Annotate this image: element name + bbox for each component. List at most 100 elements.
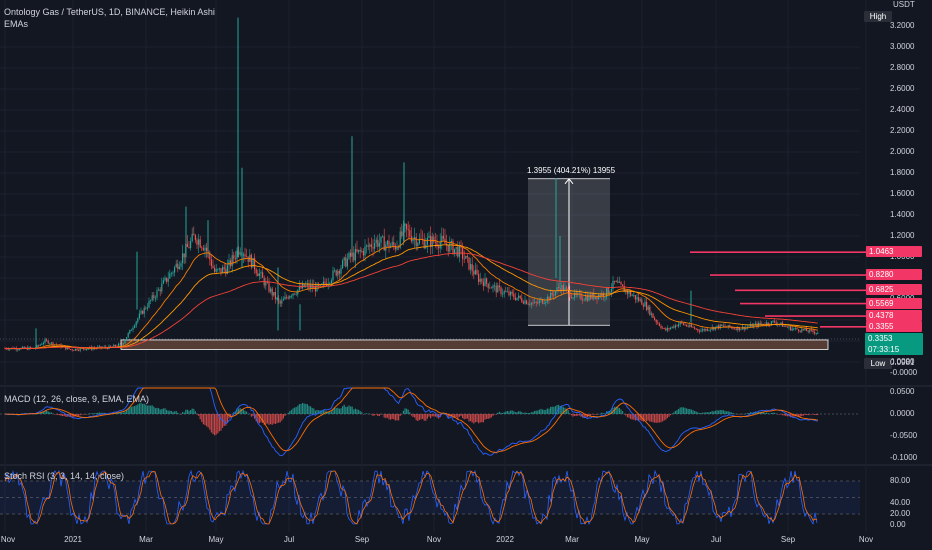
macd-hist (361, 412, 363, 414)
candle-body (431, 236, 433, 248)
candle-body (290, 295, 292, 297)
macd-hist (415, 414, 417, 421)
macd-hist (87, 413, 89, 415)
candle-body (142, 310, 144, 314)
support-zone (0, 338, 860, 350)
candle-body (458, 245, 460, 257)
macd-hist (98, 412, 100, 414)
high-badge: High (864, 11, 892, 22)
macd-hist (689, 408, 691, 414)
candle-body (404, 224, 406, 226)
macd-hist (150, 405, 152, 414)
macd-hist (250, 414, 252, 417)
macd-hist (190, 410, 192, 414)
candle-body (66, 347, 68, 350)
price-tick: 3.2000 (890, 21, 915, 30)
macd-hist (601, 412, 603, 414)
macd-hist (386, 414, 388, 418)
macd-hist (514, 412, 516, 414)
candle-body (50, 342, 52, 344)
macd-hist (772, 412, 774, 414)
macd-hist (676, 410, 678, 414)
candle-body (686, 324, 688, 327)
time-tick: Nov (858, 535, 874, 544)
macd-hist (436, 414, 438, 418)
candle-body (7, 349, 9, 350)
candle-body (673, 326, 675, 328)
macd-hist (802, 414, 804, 416)
candle-body (167, 278, 169, 282)
macd-hist (596, 414, 598, 415)
macd-hist (49, 412, 51, 414)
macd-hist (214, 414, 216, 436)
low-badge: Low (864, 358, 892, 369)
macd-hist (500, 412, 502, 414)
candle-body (191, 233, 193, 242)
indicator-label[interactable]: EMAs (4, 19, 29, 29)
macd-hist (410, 414, 412, 416)
macd-hist (502, 412, 504, 414)
macd-hist (503, 412, 505, 414)
macd-hist (74, 414, 76, 417)
macd-hist (86, 414, 88, 415)
macd-hist (161, 409, 163, 414)
macd-hist (134, 406, 136, 414)
macd-hist (412, 414, 414, 418)
macd-hist (34, 413, 36, 415)
macd-hist (778, 414, 780, 415)
macd-hist (58, 414, 60, 416)
macd-hist (542, 409, 544, 414)
candle-body (98, 346, 100, 348)
candle-body (522, 301, 524, 304)
macd-hist (159, 409, 161, 414)
candle-body (748, 326, 750, 328)
macd-hist (588, 414, 590, 416)
candle-body (126, 337, 128, 341)
candle-body (617, 281, 619, 283)
candle-body (426, 237, 428, 245)
candle-body (114, 344, 116, 347)
macd-hist (786, 414, 788, 417)
candle-body (614, 280, 616, 282)
macd-hist (92, 413, 94, 414)
macd-hist (42, 411, 44, 414)
stoch-label[interactable]: Stoch RSI (3, 3, 14, 14, close) (4, 471, 125, 481)
candle-body (49, 343, 51, 345)
candle-body (638, 297, 640, 301)
macd-hist (434, 414, 436, 417)
macd-hist (46, 410, 48, 414)
candle-body (366, 245, 368, 247)
chart-title: Ontology Gas / TetherUS, 1D, BINANCE, He… (4, 7, 215, 17)
macd-hist (538, 409, 540, 414)
macd-hist (814, 414, 816, 415)
macd-hist (646, 414, 648, 422)
macd-hist (764, 413, 766, 414)
macd-label[interactable]: MACD (12, 26, close, 9, EMA, EMA) (4, 394, 150, 404)
candle-body (438, 246, 440, 249)
candle-body (548, 296, 550, 301)
candle-body (298, 286, 300, 290)
candle-body (73, 350, 75, 351)
candle-body (250, 254, 252, 268)
candle-body (482, 281, 484, 287)
candle-body (209, 252, 211, 260)
macd-hist (738, 414, 740, 415)
candle-body (319, 284, 321, 286)
candle-body (337, 270, 339, 276)
candle-body (633, 295, 635, 296)
candle-body (202, 248, 204, 251)
level-tag: 0.6825 (866, 284, 922, 296)
candle-body (276, 298, 278, 300)
macd-hist (196, 414, 198, 415)
candle-body (111, 346, 113, 348)
macd-hist (409, 412, 411, 414)
candle-body (194, 235, 196, 241)
candle-body (266, 281, 268, 283)
candle-body (286, 296, 288, 298)
candle-body (814, 331, 816, 334)
macd-hist (770, 412, 772, 414)
macd-hist (166, 409, 168, 414)
macd-hist (615, 406, 617, 414)
candle-body (636, 297, 638, 300)
